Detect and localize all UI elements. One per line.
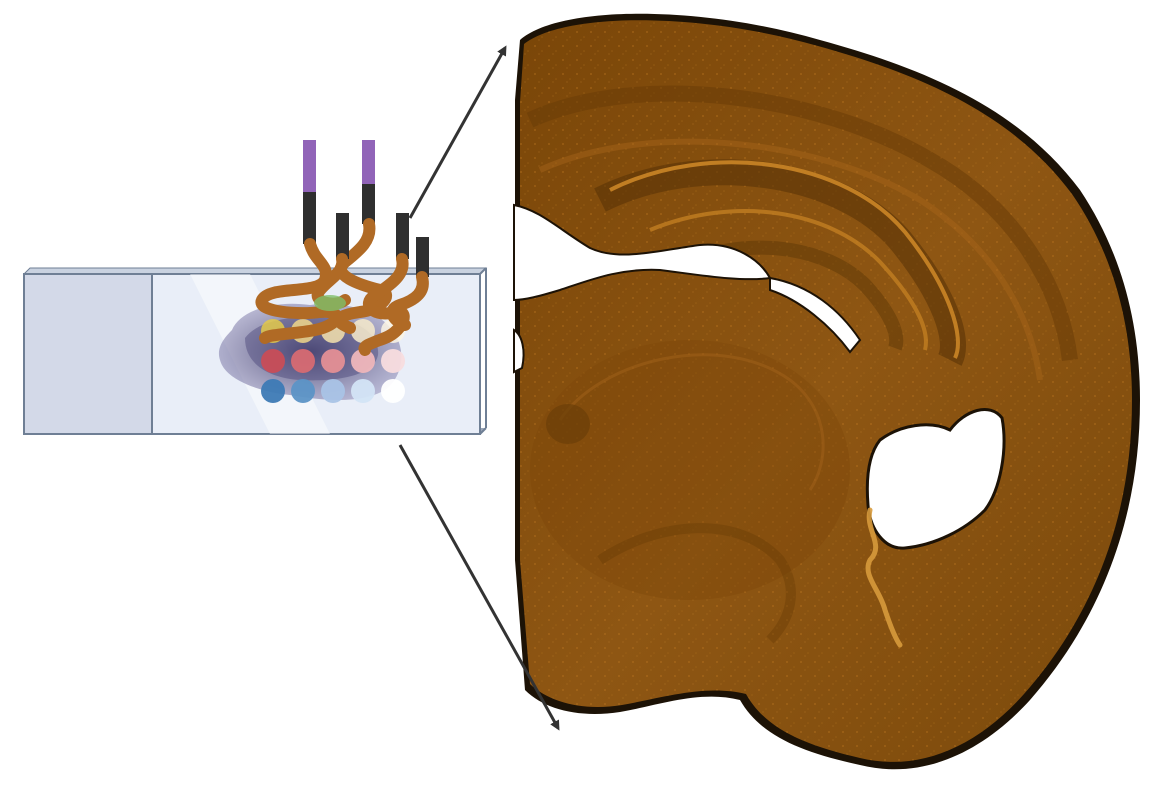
probe-1-shaft — [303, 192, 316, 244]
spot-r2-c5 — [381, 349, 405, 373]
slide-label-area — [23, 273, 153, 435]
green-marker — [314, 295, 346, 311]
spot-r3-c1 — [261, 379, 285, 403]
probe-2-tip — [362, 140, 375, 184]
thalamus-arc — [558, 353, 825, 491]
probe-2-shaft — [362, 184, 375, 224]
spot-r3-c2 — [291, 379, 315, 403]
ventricle-mid — [769, 276, 862, 354]
zoom-arrow-bottom — [398, 444, 560, 731]
hippocampus-bright-1 — [609, 160, 960, 359]
probe-1-tip — [303, 140, 316, 192]
spot-r2-c1 — [261, 349, 285, 373]
spot-r2-c4 — [351, 349, 375, 373]
spot-r3-c5 — [381, 379, 405, 403]
spot-r1-c4 — [351, 319, 375, 343]
probe-array — [255, 140, 429, 356]
probe-4-shaft — [396, 213, 409, 259]
hippocampus-inner — [687, 240, 904, 351]
hippocampus-bright-2 — [649, 209, 928, 351]
probe-3-shaft — [336, 213, 349, 259]
ventricle-right — [865, 408, 1006, 550]
spot-r3-c3 — [321, 379, 345, 403]
probe-5-shaft — [416, 237, 429, 277]
thalamus-region — [530, 340, 850, 600]
spot-r2-c2 — [291, 349, 315, 373]
hippocampus-outer — [594, 159, 966, 366]
probe-track — [865, 507, 903, 648]
spot-r2-c3 — [321, 349, 345, 373]
ventricle-small — [513, 328, 525, 374]
cortex-band — [526, 85, 1078, 361]
hypothalamus-arc — [597, 523, 796, 644]
nucleus-dot — [546, 404, 590, 444]
zoom-arrow-top — [408, 45, 507, 219]
cortex-band-inner — [538, 138, 1043, 381]
tissue-speckle — [520, 20, 1132, 762]
brain-section — [513, 13, 1140, 770]
zoom-arrows — [398, 45, 560, 731]
spot-r3-c4 — [351, 379, 375, 403]
probe-5-wire — [386, 271, 429, 331]
